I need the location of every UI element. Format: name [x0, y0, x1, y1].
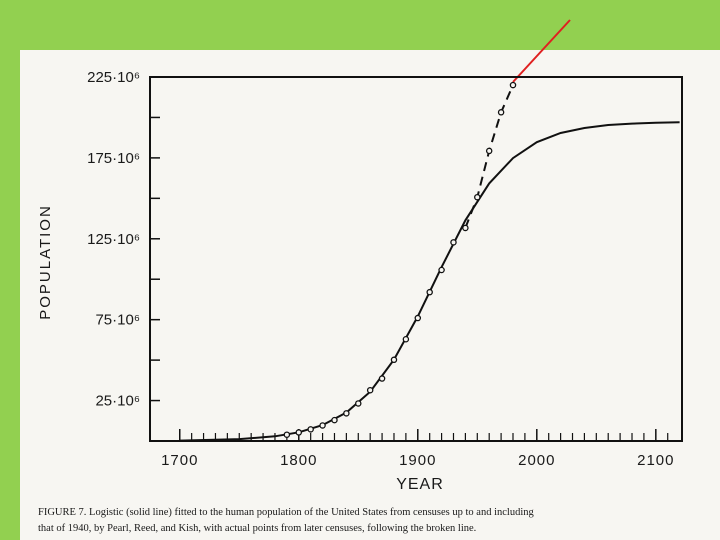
census-point — [366, 386, 374, 394]
x-tick-label: 1900 — [399, 452, 436, 469]
census-point — [450, 239, 457, 246]
y-tick-label: 225·10⁶ — [87, 69, 140, 86]
census-point — [438, 266, 445, 274]
x-tick-label: 2000 — [518, 452, 555, 469]
census-point — [319, 422, 326, 429]
census-point — [307, 426, 314, 433]
x-tick-label: 2100 — [637, 452, 674, 469]
y-tick-label: 175·10⁶ — [87, 150, 140, 167]
census-point — [355, 400, 362, 407]
y-tick-label: 25·10⁶ — [95, 393, 140, 410]
census-point — [485, 147, 493, 155]
annotation-arrow — [512, 19, 571, 83]
census-point — [426, 288, 433, 296]
census-point — [497, 109, 505, 116]
census-point — [283, 431, 291, 438]
caption-line: FIGURE 7. Logistic (solid line) fitted t… — [38, 507, 535, 518]
census-point — [343, 410, 350, 417]
y-tick-label: 75·10⁶ — [95, 312, 140, 329]
caption-line: that of 1940, by Pearl, Reed, and Kish, … — [38, 523, 476, 534]
census-point — [462, 224, 469, 232]
figure-page — [20, 50, 720, 540]
census-point — [414, 314, 422, 322]
census-point — [331, 416, 338, 424]
census-point — [295, 429, 303, 436]
y-axis-label: POPULATION — [37, 204, 54, 320]
x-tick-label: 1800 — [280, 452, 317, 469]
x-tick-label: 1700 — [161, 452, 198, 469]
census-point — [509, 81, 517, 89]
x-axis-label: YEAR — [396, 476, 444, 493]
census-point — [390, 356, 398, 364]
census-point — [378, 375, 386, 382]
y-tick-label: 125·10⁶ — [87, 231, 140, 248]
plot-frame — [149, 76, 683, 442]
census-point — [402, 335, 410, 343]
census-point — [474, 193, 481, 201]
